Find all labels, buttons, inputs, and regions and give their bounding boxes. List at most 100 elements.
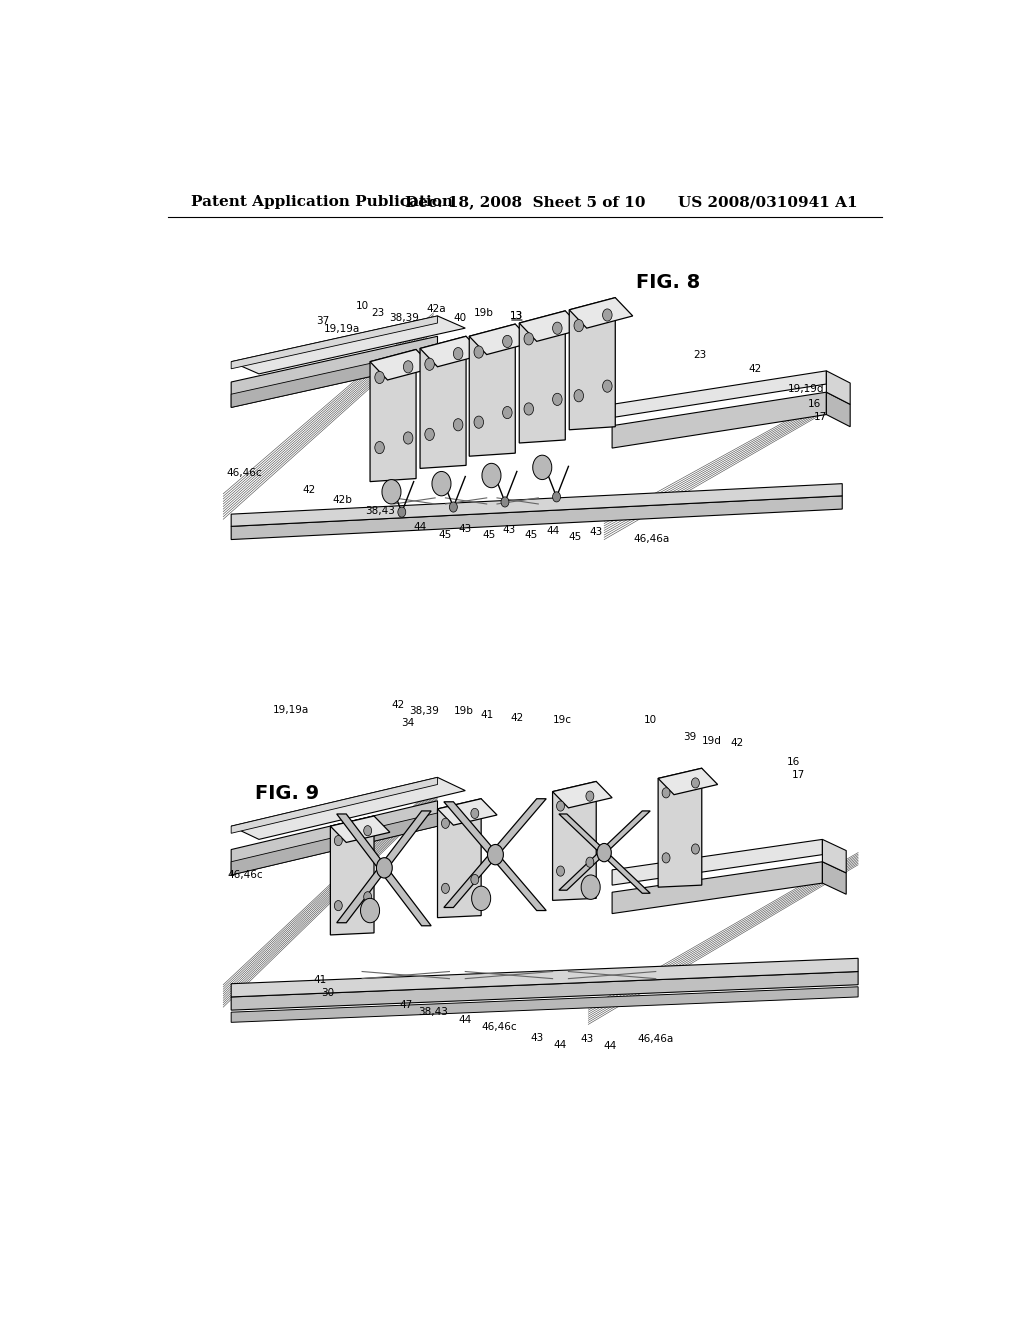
Circle shape (382, 479, 401, 504)
Text: 42: 42 (510, 713, 523, 723)
Polygon shape (437, 799, 481, 917)
Text: 30: 30 (322, 987, 335, 998)
Circle shape (691, 777, 699, 788)
Text: 19c: 19c (553, 715, 571, 726)
Circle shape (474, 416, 483, 428)
Text: 46,46c: 46,46c (227, 469, 262, 478)
Circle shape (602, 380, 612, 392)
Polygon shape (612, 862, 822, 913)
Text: US 2008/0310941 A1: US 2008/0310941 A1 (679, 195, 858, 209)
Text: 19c: 19c (572, 326, 592, 337)
Polygon shape (612, 392, 826, 447)
Polygon shape (231, 777, 437, 833)
Polygon shape (443, 799, 546, 907)
Circle shape (597, 843, 611, 862)
Text: 16: 16 (786, 758, 800, 767)
Circle shape (524, 333, 534, 345)
Text: 44: 44 (459, 1015, 472, 1026)
Text: 19b: 19b (454, 706, 474, 717)
Polygon shape (331, 816, 390, 842)
Circle shape (403, 360, 413, 374)
Text: 19,19a: 19,19a (272, 705, 309, 715)
Text: 42: 42 (391, 700, 404, 710)
Circle shape (487, 845, 504, 865)
Text: 16: 16 (808, 400, 821, 409)
Polygon shape (658, 768, 701, 887)
Polygon shape (231, 813, 437, 875)
Polygon shape (420, 337, 483, 367)
Polygon shape (420, 337, 466, 469)
Text: 47: 47 (399, 1001, 413, 1010)
Circle shape (557, 801, 564, 810)
Text: 46,46a: 46,46a (634, 533, 670, 544)
Text: 43: 43 (580, 1034, 593, 1044)
Text: 45: 45 (482, 531, 496, 540)
Circle shape (532, 455, 552, 479)
Circle shape (375, 371, 384, 384)
Polygon shape (559, 810, 650, 890)
Text: 43: 43 (503, 525, 515, 536)
Text: 19d: 19d (701, 735, 721, 746)
Circle shape (432, 471, 451, 496)
Polygon shape (231, 315, 465, 374)
Text: 40: 40 (454, 313, 466, 323)
Text: 42b: 42b (333, 495, 352, 506)
Polygon shape (553, 781, 612, 808)
Circle shape (501, 496, 509, 507)
Text: 42: 42 (749, 364, 762, 374)
Polygon shape (231, 348, 437, 408)
Circle shape (553, 393, 562, 405)
Circle shape (375, 441, 384, 454)
Text: 38,43: 38,43 (419, 1007, 449, 1018)
Text: 23: 23 (372, 308, 385, 318)
Circle shape (553, 322, 562, 334)
Text: 10: 10 (644, 715, 656, 726)
Circle shape (471, 808, 479, 818)
Polygon shape (826, 392, 850, 426)
Circle shape (454, 418, 463, 430)
Text: Dec. 18, 2008  Sheet 5 of 10: Dec. 18, 2008 Sheet 5 of 10 (404, 195, 645, 209)
Text: 17: 17 (792, 771, 805, 780)
Circle shape (403, 432, 413, 444)
Polygon shape (612, 840, 822, 886)
Text: 38,43: 38,43 (366, 506, 395, 516)
Polygon shape (469, 325, 532, 355)
Text: 45: 45 (439, 531, 452, 540)
Text: 23: 23 (693, 350, 706, 359)
Circle shape (553, 492, 560, 502)
Circle shape (360, 899, 380, 923)
Circle shape (691, 843, 699, 854)
Circle shape (334, 836, 342, 846)
Circle shape (503, 335, 512, 347)
Circle shape (364, 825, 372, 836)
Text: 42a: 42a (426, 304, 445, 314)
Circle shape (472, 886, 490, 911)
Text: 41: 41 (480, 710, 494, 721)
Polygon shape (443, 801, 546, 911)
Polygon shape (231, 777, 465, 840)
Circle shape (334, 900, 342, 911)
Text: 42: 42 (731, 738, 744, 748)
Circle shape (503, 407, 512, 418)
Text: 39: 39 (685, 859, 698, 870)
Polygon shape (231, 801, 437, 875)
Circle shape (524, 403, 534, 414)
Text: 13: 13 (510, 312, 523, 321)
Text: 37: 37 (315, 315, 329, 326)
Text: 13: 13 (510, 312, 523, 321)
Polygon shape (469, 325, 515, 457)
Polygon shape (553, 781, 596, 900)
Text: 38,39: 38,39 (409, 706, 439, 717)
Polygon shape (826, 371, 850, 404)
Text: 39: 39 (683, 731, 696, 742)
Polygon shape (337, 810, 431, 923)
Text: 34: 34 (401, 718, 415, 727)
Polygon shape (559, 814, 650, 894)
Polygon shape (569, 297, 633, 329)
Circle shape (364, 892, 372, 902)
Polygon shape (569, 297, 615, 430)
Text: 44: 44 (414, 523, 427, 532)
Circle shape (602, 309, 612, 321)
Text: FIG. 8: FIG. 8 (636, 273, 699, 292)
Circle shape (474, 346, 483, 358)
